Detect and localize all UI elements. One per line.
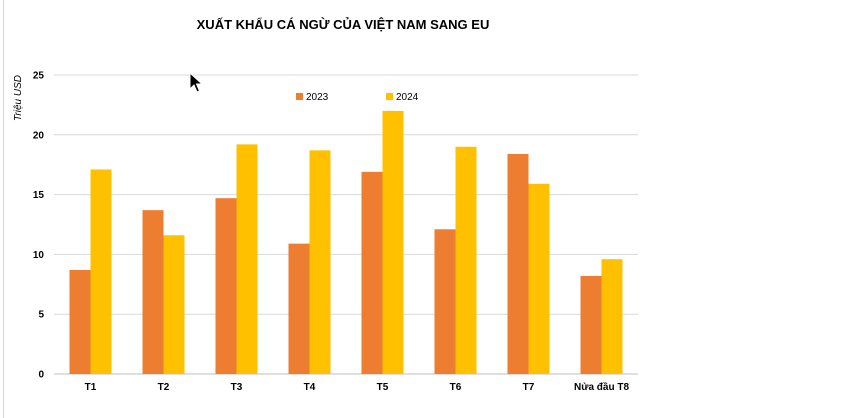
legend-swatch-2023: [296, 93, 303, 100]
x-tick-label: T6: [450, 382, 462, 393]
y-tick-label: 20: [33, 130, 45, 141]
bar-2024-T2: [163, 235, 185, 374]
bar-2024-T3: [236, 144, 258, 374]
bar-2024-T5: [382, 110, 404, 374]
mouse-pointer-icon: [189, 72, 203, 93]
bar-2023-Nửa-đầu-T8: [580, 275, 602, 374]
x-tick-label: T5: [377, 382, 389, 393]
y-tick-label: 0: [38, 370, 44, 381]
bars: [69, 110, 623, 374]
bar-2023-T3: [215, 198, 237, 374]
x-tick-label: T2: [158, 382, 170, 393]
x-tick-label: T7: [523, 382, 535, 393]
y-tick-label: 10: [33, 250, 45, 261]
legend: 2023 2024: [296, 92, 419, 103]
bar-2024-Nửa-đầu-T8: [601, 259, 623, 374]
chart-frame: [3, 0, 846, 418]
x-tick-label: T1: [85, 382, 97, 393]
y-axis-label: Triệu USD: [13, 75, 24, 121]
y-tick-label: 5: [38, 310, 44, 321]
gridlines: [54, 74, 638, 375]
legend-label-2023: 2023: [306, 92, 329, 103]
x-axis-labels: T1 T2 T3 T4 T5 T6 T7 Nửa đầu T8: [85, 381, 630, 393]
bar-2023-T1: [69, 269, 91, 374]
y-tick-label: 25: [33, 71, 45, 82]
y-tick-label: 15: [33, 190, 45, 201]
x-tick-label: Nửa đầu T8: [574, 381, 629, 393]
legend-swatch-2024: [386, 93, 393, 100]
bar-2024-T1: [90, 169, 112, 374]
legend-label-2024: 2024: [396, 92, 419, 103]
bar-2023-T7: [507, 153, 529, 374]
bar-2023-T6: [434, 229, 456, 374]
x-tick-label: T4: [304, 382, 316, 393]
bar-2024-T7: [528, 183, 550, 374]
bar-2023-T4: [288, 243, 310, 374]
x-tick-label: T3: [231, 382, 243, 393]
chart-title: XUẤT KHẨU CÁ NGỪ CỦA VIỆT NAM SANG EU: [197, 17, 490, 32]
bar-2023-T5: [361, 171, 383, 374]
bar-2024-T6: [455, 146, 477, 374]
y-axis-ticks: 0 5 10 15 20 25: [33, 71, 45, 381]
bar-2023-T2: [142, 210, 164, 374]
bar-2024-T4: [309, 150, 331, 374]
